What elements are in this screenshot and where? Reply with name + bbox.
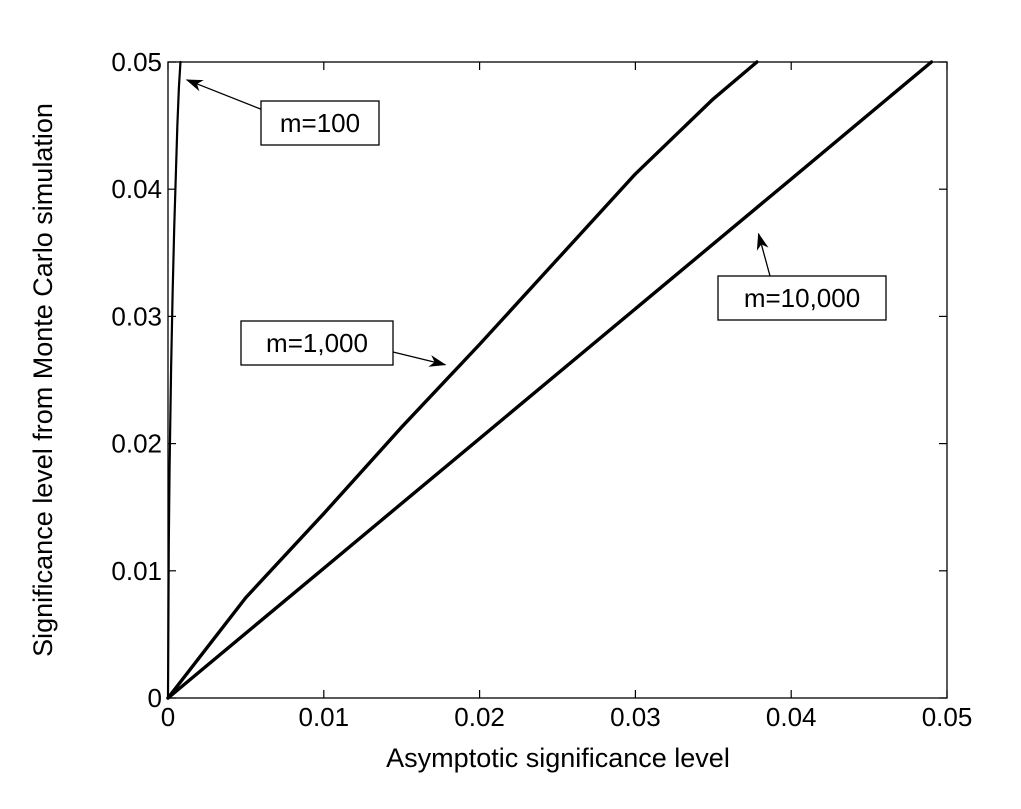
- annotation-layer: m=100 m=1,000 m=10,000: [185, 79, 887, 367]
- series-line-2: [166, 60, 759, 700]
- annotation-box: [260, 100, 380, 146]
- y-tick-label: 0.03: [111, 301, 162, 331]
- annotation-label: m=100: [280, 108, 360, 138]
- series-line-1: [166, 60, 182, 700]
- annotation-1: m=100: [185, 79, 380, 146]
- annotation-arrow: [185, 79, 264, 111]
- x-tick-label: 0.01: [298, 702, 349, 732]
- x-axis-label: Asymptotic significance level: [386, 743, 730, 773]
- y-axis-label: Significance level from Monte Carlo simu…: [28, 103, 58, 657]
- y-axis-ticks: 0 0.01 0.02 0.03 0.04 0.05: [111, 47, 947, 713]
- y-tick-label: 0.02: [111, 429, 162, 459]
- annotation-box: [240, 320, 394, 366]
- annotation-label: m=1,000: [266, 328, 368, 358]
- series-layer: [166, 60, 934, 700]
- annotation-label: m=10,000: [744, 283, 860, 313]
- annotation-arrow: [756, 232, 771, 277]
- x-axis-ticks: 0 0.01 0.02 0.03 0.04 0.05: [161, 62, 973, 732]
- y-tick-label: 0.01: [111, 556, 162, 586]
- x-tick-label: 0.04: [766, 702, 817, 732]
- y-tick-label: 0: [148, 683, 162, 713]
- x-tick-label: 0: [161, 702, 175, 732]
- x-tick-label: 0.05: [922, 702, 973, 732]
- annotation-2: m=1,000: [240, 320, 447, 367]
- annotation-box: [717, 275, 887, 321]
- annotation-arrow: [392, 351, 447, 367]
- annotation-3: m=10,000: [717, 232, 887, 321]
- x-tick-label: 0.02: [454, 702, 505, 732]
- series-line-3: [166, 60, 934, 700]
- y-tick-label: 0.05: [111, 47, 162, 77]
- x-tick-label: 0.03: [610, 702, 661, 732]
- y-tick-label: 0.04: [111, 174, 162, 204]
